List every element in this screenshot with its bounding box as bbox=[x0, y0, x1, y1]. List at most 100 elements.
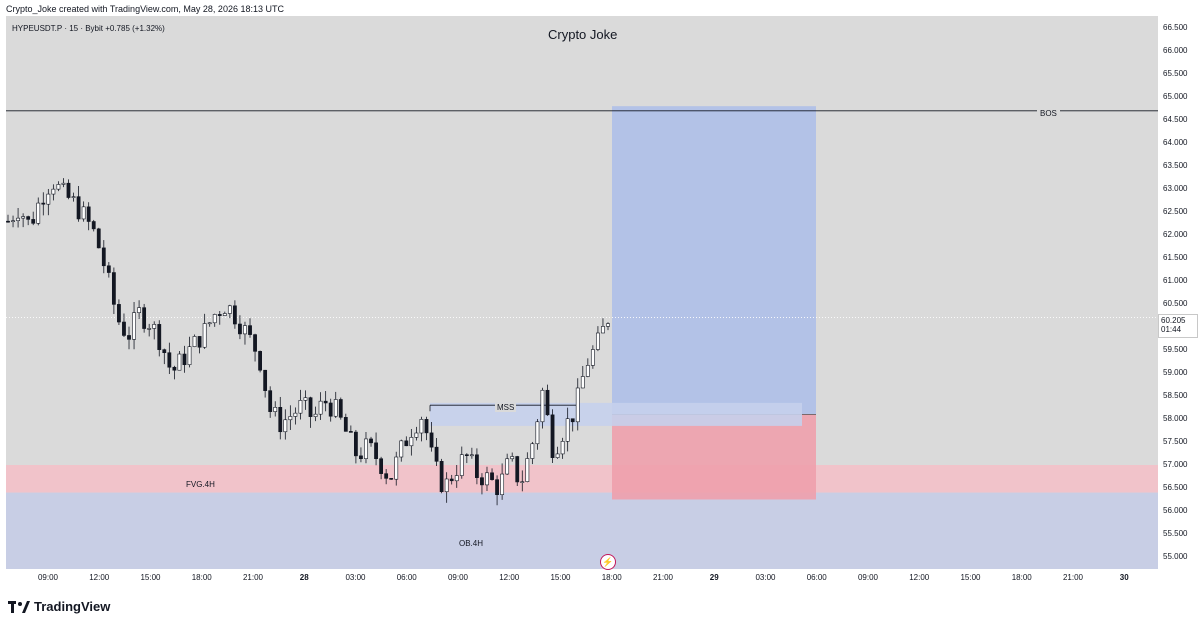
price-tick-label: 58.000 bbox=[1163, 414, 1188, 423]
candle-body bbox=[404, 440, 409, 447]
candle-body bbox=[570, 418, 575, 423]
candle-body bbox=[288, 416, 293, 421]
candle-body bbox=[343, 417, 348, 432]
candle-body bbox=[540, 389, 545, 423]
candle-body bbox=[515, 456, 520, 483]
candle-body bbox=[177, 353, 182, 371]
candle-body bbox=[71, 196, 76, 198]
symbol-legend[interactable]: HYPEUSDT.P · 15 · Bybit +0.785 (+1.32%) bbox=[12, 24, 165, 33]
candle-body bbox=[227, 305, 232, 314]
candle-body bbox=[384, 473, 389, 479]
time-tick-label: 21:00 bbox=[1062, 573, 1084, 582]
time-axis[interactable] bbox=[6, 569, 1158, 587]
candle-body bbox=[444, 478, 449, 493]
time-tick-label: 28 bbox=[299, 573, 309, 582]
bos-label: BOS bbox=[1037, 109, 1060, 118]
price-tick-label: 59.500 bbox=[1163, 345, 1188, 354]
time-tick-label: 21:00 bbox=[242, 573, 264, 582]
price-tick-label: 63.000 bbox=[1163, 184, 1188, 193]
candle-body bbox=[207, 322, 212, 325]
time-tick-label: 15:00 bbox=[140, 573, 161, 582]
price-tick-label: 61.000 bbox=[1163, 276, 1188, 285]
chart-plot-area[interactable] bbox=[6, 16, 1158, 569]
candle-body bbox=[11, 220, 15, 223]
candle-body bbox=[16, 217, 20, 222]
price-tick-label: 56.000 bbox=[1163, 506, 1188, 515]
candle-body bbox=[596, 332, 600, 350]
candle-body bbox=[454, 475, 459, 482]
candle-body bbox=[41, 202, 46, 205]
candle-body bbox=[51, 188, 56, 195]
time-tick-label: 18:00 bbox=[191, 573, 212, 582]
candle-body bbox=[298, 400, 303, 414]
candle-body bbox=[182, 353, 187, 366]
time-tick-label: 09:00 bbox=[37, 573, 59, 582]
candle-body bbox=[374, 442, 378, 460]
mss-box bbox=[430, 402, 802, 426]
candle-body bbox=[414, 432, 419, 438]
candle-body bbox=[111, 272, 116, 305]
time-tick-label: 15:00 bbox=[960, 573, 981, 582]
candle-body bbox=[192, 336, 197, 347]
attribution-text: Crypto_Joke created with TradingView.com… bbox=[6, 4, 284, 14]
time-tick-label: 09:00 bbox=[447, 573, 469, 582]
candle-body bbox=[122, 321, 126, 336]
tradingview-logo-icon bbox=[8, 600, 30, 613]
candle-body bbox=[469, 454, 474, 457]
lightning-icon[interactable]: ⚡ bbox=[600, 554, 616, 570]
candle-body bbox=[152, 324, 157, 329]
candle-body bbox=[545, 389, 550, 416]
candle-body bbox=[464, 454, 469, 456]
time-tick-label: 18:00 bbox=[601, 573, 622, 582]
candle-body bbox=[268, 390, 273, 412]
candle-body bbox=[26, 216, 31, 220]
candle-body bbox=[409, 437, 414, 447]
candle-body bbox=[96, 228, 101, 249]
candle-body bbox=[419, 419, 424, 434]
time-tick-label: 18:00 bbox=[1011, 573, 1032, 582]
candle-body bbox=[323, 400, 328, 404]
candle-body bbox=[66, 182, 71, 198]
candle-body bbox=[21, 216, 26, 219]
candle-body bbox=[91, 221, 96, 230]
price-tick-label: 60.500 bbox=[1163, 299, 1188, 308]
candle-body bbox=[212, 314, 217, 324]
candle-body bbox=[485, 472, 489, 486]
candle-body bbox=[222, 313, 227, 316]
candle-body bbox=[328, 402, 333, 417]
price-tick-label: 64.000 bbox=[1163, 138, 1188, 147]
time-tick-label: 12:00 bbox=[909, 573, 930, 582]
candle-body bbox=[172, 366, 177, 371]
candle-body bbox=[439, 461, 444, 493]
price-tick-label: 58.500 bbox=[1163, 391, 1188, 400]
candle-body bbox=[36, 202, 41, 224]
candle-body bbox=[575, 387, 580, 423]
candle-body bbox=[86, 206, 91, 222]
candle-body bbox=[157, 324, 162, 350]
candle-body bbox=[555, 453, 560, 458]
candle-body bbox=[364, 438, 368, 459]
price-tick-label: 63.500 bbox=[1163, 161, 1188, 170]
candle-body bbox=[132, 312, 136, 340]
candle-body bbox=[248, 325, 252, 335]
candle-body bbox=[101, 247, 106, 267]
price-tick-label: 56.500 bbox=[1163, 483, 1188, 492]
candle-body bbox=[449, 478, 454, 482]
candle-body bbox=[585, 365, 590, 377]
price-tick-label: 64.500 bbox=[1163, 115, 1188, 124]
candle-body bbox=[459, 454, 464, 476]
candle-body bbox=[424, 419, 429, 434]
candle-body bbox=[525, 458, 530, 482]
candle-body bbox=[535, 421, 540, 445]
candle-body bbox=[61, 182, 66, 185]
candle-body bbox=[137, 307, 141, 313]
candle-body bbox=[490, 472, 494, 480]
candle-body bbox=[243, 325, 247, 335]
target-zone bbox=[612, 106, 816, 415]
candle-body bbox=[520, 481, 525, 483]
candle-body bbox=[167, 352, 172, 368]
time-tick-label: 12:00 bbox=[89, 573, 110, 582]
chart-watermark: Crypto Joke bbox=[548, 27, 618, 42]
price-axis[interactable] bbox=[1158, 16, 1200, 569]
candle-body bbox=[273, 407, 278, 412]
